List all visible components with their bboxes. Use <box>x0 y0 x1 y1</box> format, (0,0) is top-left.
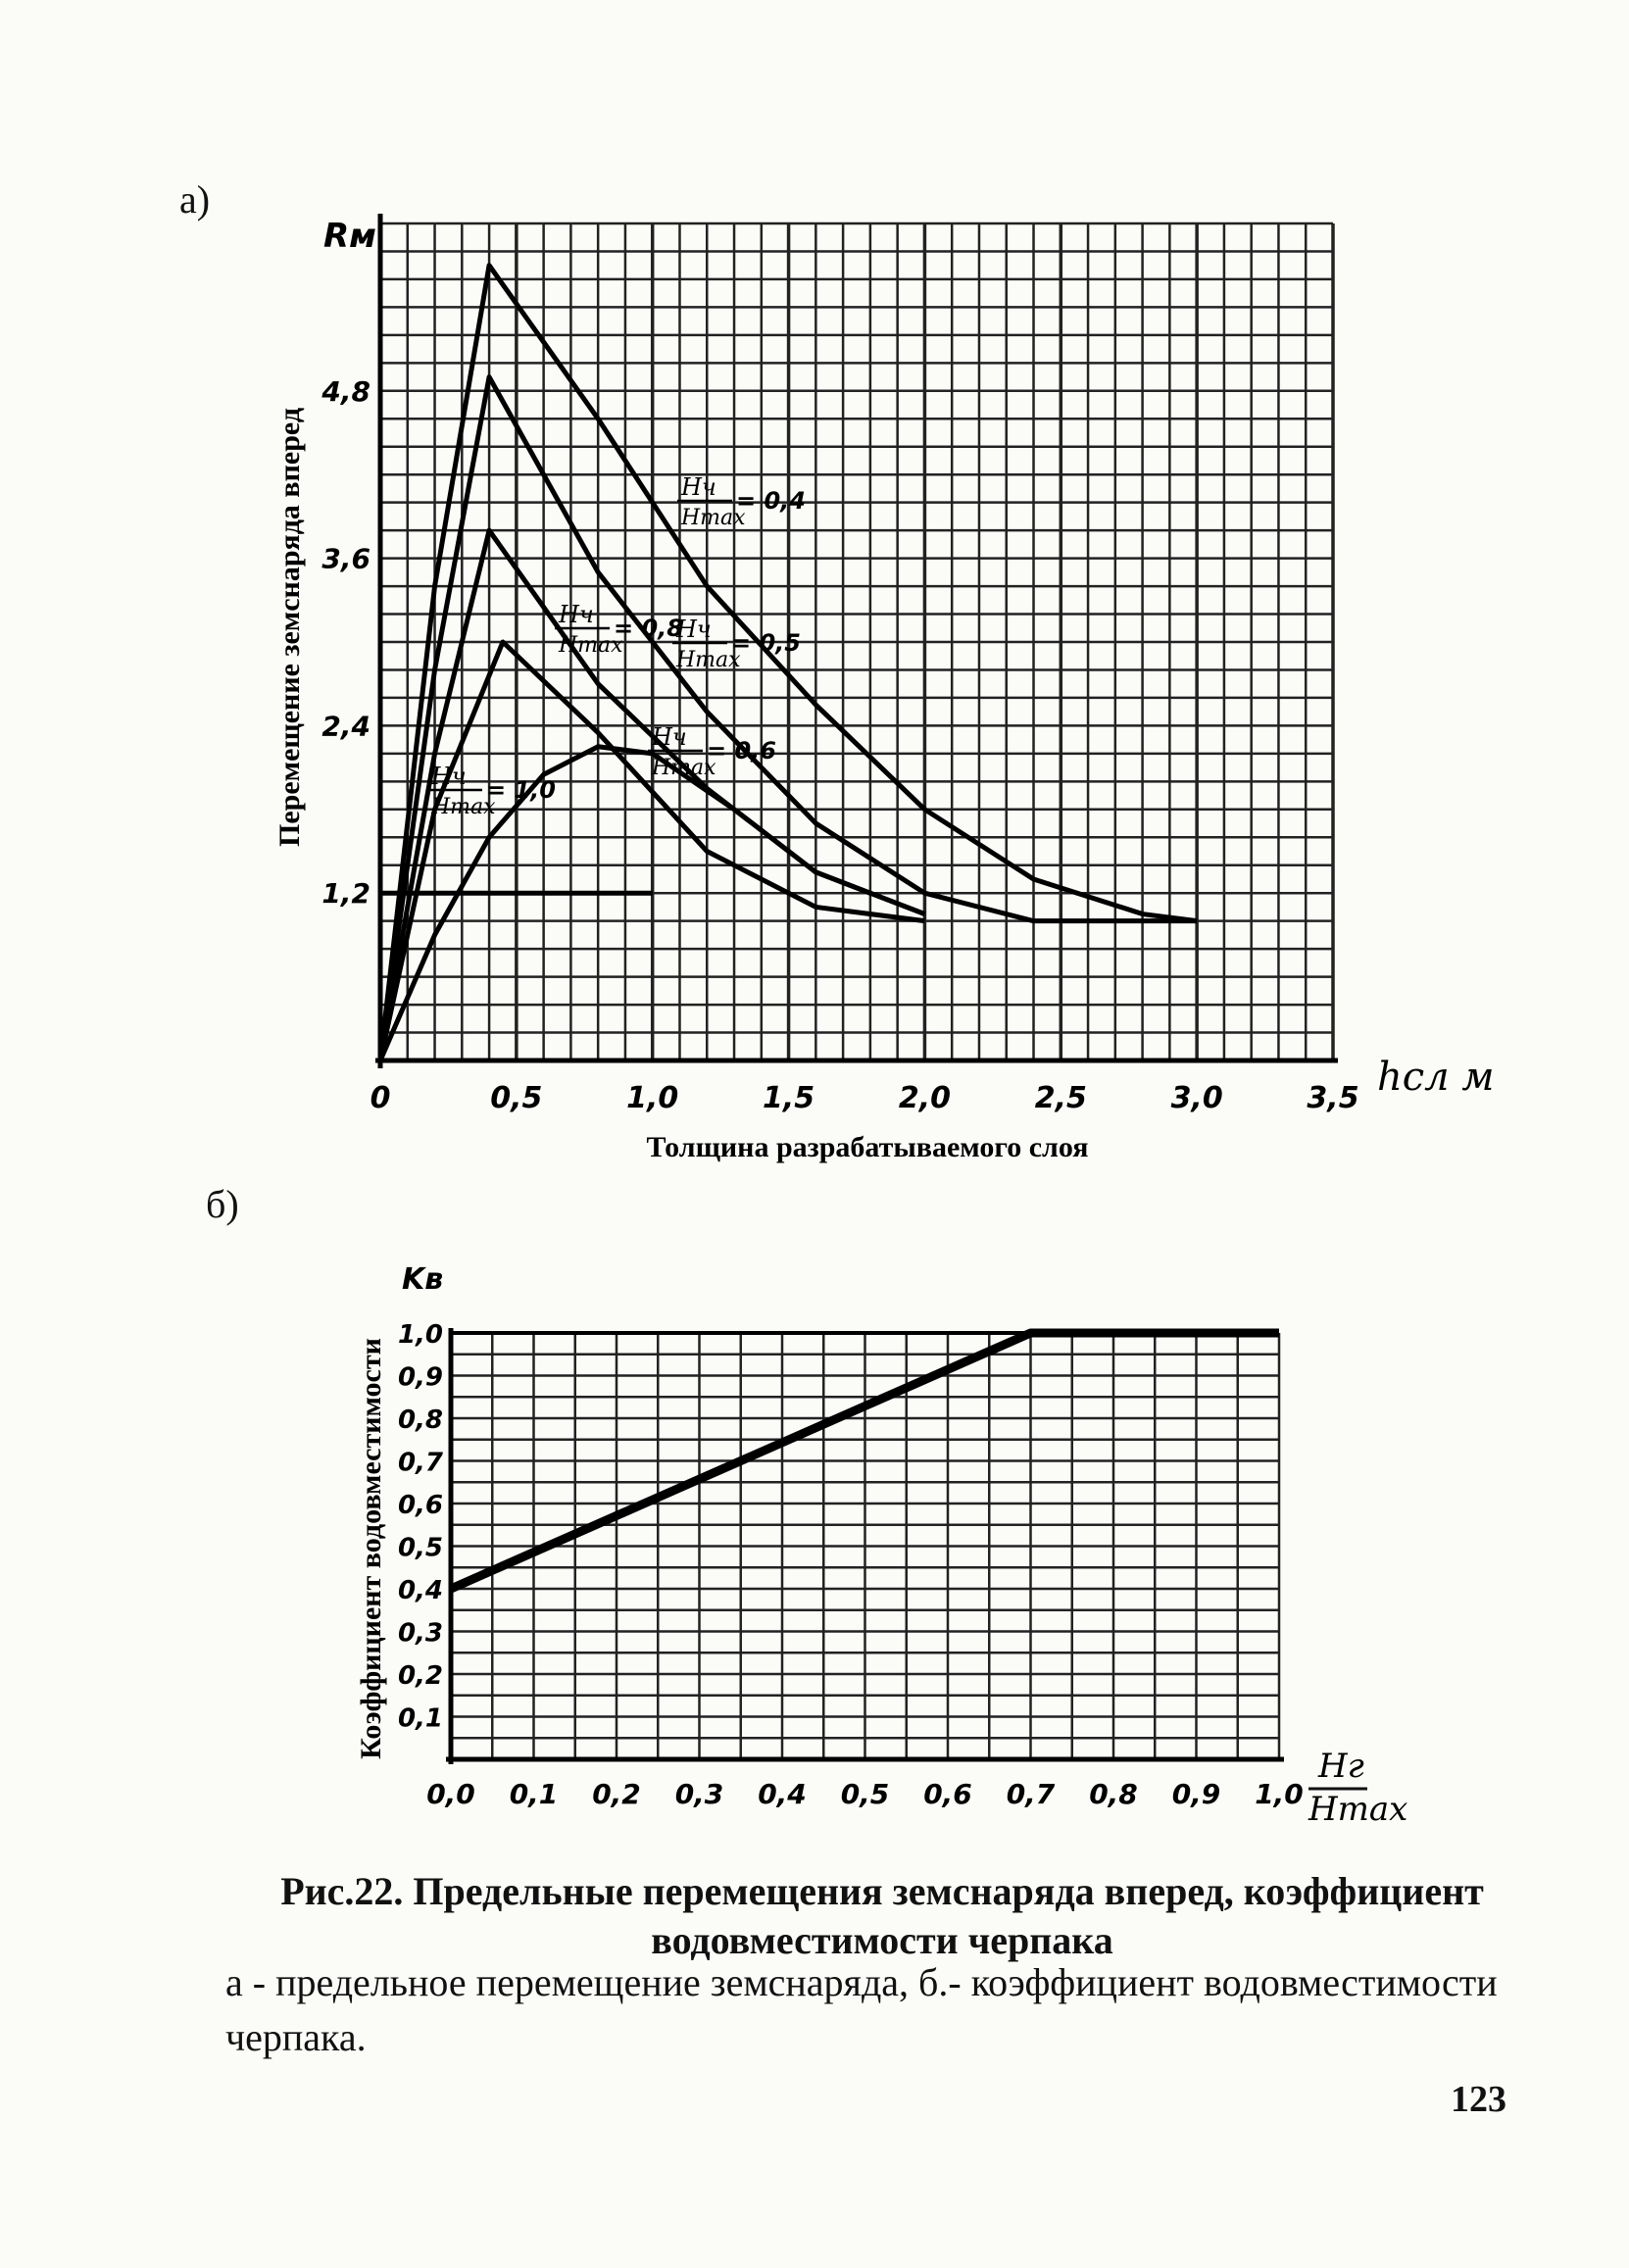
chart-a-grid <box>378 222 1335 1062</box>
chart-b-axes <box>446 1328 1284 1764</box>
x-tick-label: 2,0 <box>899 1081 951 1115</box>
chart-a: 0 0,5 1,0 1,5 2,0 2,5 3,0 3,5 1,2 2,4 3,6 4,8 Hч Hma… <box>273 214 1495 1163</box>
x-tick-label: 0,9 <box>1172 1778 1221 1810</box>
series-label-4: Hч Hmax= 0,8 <box>555 601 683 658</box>
chart-a-axes <box>375 214 1338 1068</box>
series-label-numerator: Hч <box>675 616 712 643</box>
figure-caption-title: Рис.22. Предельные перемещения земснаряд… <box>280 1869 1484 1962</box>
chart-a-y-symbol: Rм <box>323 217 376 256</box>
series-label-value: = 0,6 <box>707 737 776 764</box>
series-label-numerator: Hч <box>651 723 687 751</box>
y-tick-label: 0,4 <box>398 1576 443 1605</box>
y-tick-label: 1,0 <box>398 1320 443 1350</box>
series-label-numerator: Hч <box>558 601 594 628</box>
x-tick-label: 2,5 <box>1035 1081 1087 1115</box>
chart-b-series <box>449 1328 1279 1594</box>
series-label-value: = 1,0 <box>486 776 556 804</box>
series-line-4 <box>377 639 925 1061</box>
x-tick-label: 3,5 <box>1307 1081 1358 1115</box>
series-label-value: = 0,4 <box>736 487 806 515</box>
chart-a-x-axis-title: Толщина разрабатываемого слоя <box>646 1131 1088 1163</box>
y-tick-label: 0,7 <box>398 1449 444 1478</box>
series-label-denominator: Hmax <box>675 648 741 672</box>
chart-a-tick-labels: 0 0,5 1,0 1,5 2,0 2,5 3,0 3,5 1,2 2,4 3,6 4,8 <box>321 375 1358 1115</box>
panel-b-label: б) <box>206 1182 239 1226</box>
series-line-5 <box>377 744 926 1061</box>
y-tick-label: 0,9 <box>398 1363 443 1393</box>
series-line-2 <box>377 374 1198 1061</box>
x-tick-label: 0,3 <box>675 1778 724 1810</box>
x-tick-label: 0,0 <box>426 1778 475 1810</box>
y-tick-label: 4,8 <box>321 375 370 408</box>
chart-a-series <box>377 263 1198 1061</box>
y-tick-label: 2,4 <box>321 710 370 742</box>
x-tick-label: 3,0 <box>1171 1081 1223 1115</box>
chart-b-x-symbol-denominator: Hmax <box>1308 1790 1407 1829</box>
chart-b-y-axis-title: Коэффициент водовместимости <box>355 1338 387 1759</box>
panel-a-label: а) <box>179 177 211 222</box>
figure-caption-description: а - предельное перемещение земснаряда, б… <box>225 1960 1498 2059</box>
chart-a-x-symbol: hсл м <box>1377 1055 1495 1100</box>
series-label-value: = 0,5 <box>731 629 801 657</box>
series-label-5: Hч Hmax= 1,0 <box>427 763 556 819</box>
x-tick-label: 0,5 <box>490 1081 542 1115</box>
series-label-1: Hч Hmax= 0,4 <box>677 473 806 530</box>
series-line-1 <box>377 263 1198 1061</box>
chart-a-y-axis-title: Перемещение земснаряда вперед <box>273 408 306 847</box>
x-tick-label: 0,4 <box>758 1778 807 1810</box>
chart-b-grid <box>449 1331 1281 1761</box>
x-tick-label: 1,0 <box>1255 1778 1304 1810</box>
y-tick-label: 0,6 <box>398 1491 443 1520</box>
x-tick-label: 0,5 <box>841 1778 890 1810</box>
series-label-2: Hч Hmax= 0,5 <box>672 616 801 672</box>
x-tick-label: 0,8 <box>1089 1778 1138 1810</box>
x-tick-label: 0,6 <box>923 1778 972 1810</box>
y-tick-label: 0,5 <box>398 1534 443 1563</box>
x-tick-label: 0,1 <box>510 1778 559 1810</box>
x-tick-label: 0,2 <box>592 1778 641 1810</box>
series-label-numerator: Hч <box>430 763 467 790</box>
series-label-denominator: Hmax <box>680 506 746 530</box>
x-tick-label: 0 <box>370 1081 391 1115</box>
x-tick-label: 1,5 <box>763 1081 814 1115</box>
page-number: 123 <box>1451 2079 1506 2120</box>
series-label-numerator: Hч <box>680 473 716 501</box>
series-line-1 <box>449 1328 1279 1594</box>
series-label-denominator: Hmax <box>558 633 623 658</box>
y-tick-label: 0,8 <box>398 1405 443 1435</box>
x-tick-label: 0,7 <box>1007 1778 1056 1810</box>
y-tick-label: 0,3 <box>398 1619 443 1649</box>
y-tick-label: 0,2 <box>398 1661 443 1691</box>
series-label-value: = 0,8 <box>614 615 683 642</box>
series-label-denominator: Hmax <box>430 795 496 819</box>
series-label-denominator: Hmax <box>651 756 716 780</box>
y-tick-label: 1,2 <box>321 877 370 910</box>
chart-b-tick-labels: 0,0 0,1 0,2 0,3 0,4 0,5 0,6 0,7 0,8 0,9 1,0 0,1 0,2 0… <box>398 1320 1304 1810</box>
y-tick-label: 0,1 <box>398 1704 443 1734</box>
y-tick-label: 3,6 <box>321 543 370 575</box>
chart-b-x-symbol-numerator: Hг <box>1317 1747 1364 1786</box>
x-tick-label: 1,0 <box>626 1081 678 1115</box>
series-label-3: Hч Hmax= 0,6 <box>648 723 776 780</box>
chart-b-y-symbol: Kв <box>402 1262 443 1297</box>
